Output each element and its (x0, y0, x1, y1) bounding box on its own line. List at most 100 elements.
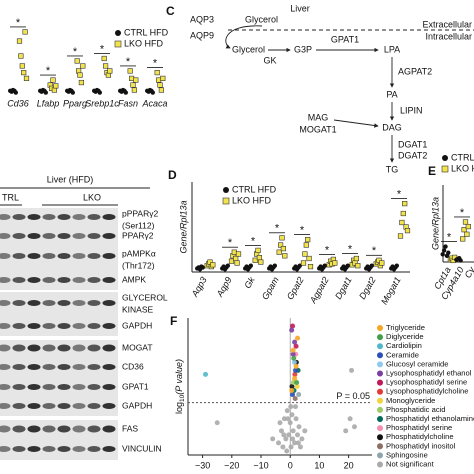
x-tick-label: −30 (195, 460, 210, 470)
ctrl-point (322, 263, 327, 268)
blot-band (57, 277, 71, 283)
lko-point (402, 201, 408, 207)
legend-label: Lysophosphatidyl ethanol (386, 369, 472, 378)
band-label: FAS (122, 423, 138, 433)
blot-band (102, 253, 116, 259)
x-tick-label: Agpat2 (307, 275, 330, 306)
lipid-point (295, 335, 301, 341)
blot-band (42, 277, 56, 283)
lipid-point (292, 440, 298, 446)
lko-point (307, 263, 314, 270)
lko-point (158, 87, 165, 93)
panel-label: E (428, 164, 436, 178)
lko-point (53, 83, 59, 89)
blot-band (0, 277, 11, 283)
x-tick-label: Cy (463, 265, 474, 280)
x-tick-label: 10 (314, 460, 324, 470)
pathway-node: DAG (382, 122, 402, 132)
blot-band (57, 323, 71, 329)
blot-band (27, 446, 41, 452)
pathway-node: GPAT1 (331, 34, 359, 44)
blot-band (0, 253, 11, 259)
lko-point (235, 251, 242, 257)
significance-mark: * (275, 223, 280, 235)
lipid-point (290, 428, 296, 434)
reaction-arrow (333, 119, 379, 128)
lipid-point (289, 388, 295, 394)
lipid-point (287, 420, 293, 426)
x-tick-label: Aqp9 (214, 275, 234, 299)
lipid-point (286, 432, 292, 438)
blot-band (27, 403, 41, 409)
lko-point (399, 219, 405, 226)
blot-band (27, 344, 41, 352)
blot-band (72, 425, 86, 433)
lko-point (282, 253, 288, 259)
lko-point (277, 242, 284, 248)
blot-band (87, 384, 101, 390)
blot-band (12, 277, 26, 283)
blot-band (102, 364, 116, 370)
significance-mark: * (16, 17, 21, 29)
lko-point (353, 255, 360, 262)
pathway-node: LIPIN (400, 105, 423, 115)
lko-point (306, 255, 312, 262)
legend-marker (377, 397, 383, 404)
legend-marker (377, 379, 383, 386)
ctrl-point (97, 90, 103, 95)
blot-band (57, 403, 71, 409)
x-tick-label: 0 (288, 460, 293, 470)
pathway-node: Glycerol (232, 44, 265, 54)
blot-band (87, 253, 101, 259)
ctrl-point (272, 263, 277, 268)
panel-label: F (170, 314, 177, 328)
legend-label: Phosphatidyl serine (386, 423, 452, 432)
pathway-node: DGAT2 (398, 150, 427, 160)
ctrl-point (225, 263, 230, 268)
significance-mark: * (228, 237, 233, 249)
x-tick-label: Gpat2 (285, 275, 306, 301)
lko-point (258, 259, 264, 265)
lko-point (255, 247, 261, 254)
ctrl-point (150, 90, 155, 95)
legend-marker (442, 155, 448, 161)
blot-band (42, 253, 56, 259)
legend-marker (377, 452, 383, 459)
blot-band (42, 344, 56, 352)
blot-band (87, 323, 101, 329)
blot-band (27, 277, 41, 283)
lipid-point (294, 384, 300, 389)
pathway-node: MAG (308, 112, 329, 122)
blot-band (87, 214, 101, 220)
lko-point (78, 79, 84, 86)
lko-point (461, 227, 467, 233)
blot-band (12, 323, 26, 329)
lko-point (460, 236, 466, 242)
lipid-point (290, 351, 296, 357)
lko-point (77, 72, 83, 78)
group-label: LKO (83, 192, 101, 202)
blot-band (42, 323, 56, 329)
lko-point (234, 260, 240, 266)
band-label: PPARγ2 (122, 230, 154, 240)
legend-label: CTRL HFD (232, 184, 277, 194)
blot-band (57, 344, 71, 352)
legend-label: CTRL H (451, 152, 474, 162)
blot-band (87, 446, 101, 452)
significance-mark: * (73, 46, 78, 58)
x-tick-label: Dgat2 (357, 275, 378, 301)
lko-point (103, 63, 109, 69)
significance-mark: * (325, 244, 330, 256)
blot-band (42, 425, 56, 433)
blot-band (42, 384, 56, 390)
blot-band (87, 300, 101, 306)
legend-label: Phosphatidyl ethanolamine (386, 414, 474, 423)
blot-band (72, 253, 86, 259)
panel-label: D (168, 168, 177, 182)
blot-title: Liver (HFD) (47, 174, 94, 184)
lko-point (18, 53, 24, 59)
lipid-point (293, 363, 299, 369)
blot-band (12, 403, 26, 409)
blot-band (72, 384, 86, 390)
blot-band (42, 300, 56, 306)
